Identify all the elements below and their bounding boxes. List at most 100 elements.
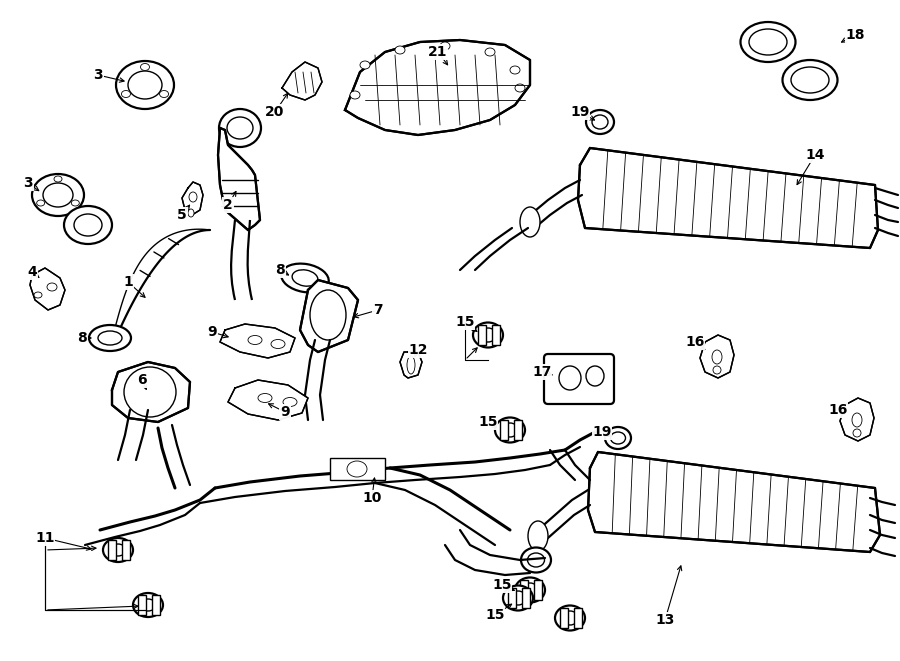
Ellipse shape [395,46,405,54]
Ellipse shape [219,109,261,147]
Ellipse shape [586,366,604,386]
Ellipse shape [520,207,540,237]
Ellipse shape [586,110,614,134]
Ellipse shape [54,176,62,182]
Text: 8: 8 [77,331,87,345]
Ellipse shape [853,429,861,437]
Bar [508,588,516,608]
Bar [500,420,508,440]
Polygon shape [400,352,422,378]
Polygon shape [700,335,734,378]
Bar [560,608,568,628]
Ellipse shape [473,323,503,348]
Ellipse shape [159,91,168,98]
Text: 19: 19 [592,425,612,439]
Ellipse shape [407,356,415,374]
Ellipse shape [741,22,796,62]
Ellipse shape [791,67,829,93]
Ellipse shape [292,270,318,286]
Ellipse shape [509,591,526,605]
Ellipse shape [32,174,84,216]
Ellipse shape [528,521,548,551]
Polygon shape [182,182,203,215]
Text: 16: 16 [685,335,705,349]
Text: 16: 16 [828,403,848,417]
Ellipse shape [116,61,174,109]
Bar [330,458,385,480]
Ellipse shape [713,366,721,374]
Text: 1: 1 [123,275,133,289]
Ellipse shape [124,367,176,417]
Polygon shape [840,398,874,441]
Ellipse shape [227,117,253,139]
Ellipse shape [485,48,495,56]
Text: 11: 11 [35,531,55,545]
Bar [108,540,116,560]
Ellipse shape [122,91,130,98]
Bar [574,608,582,628]
Text: 21: 21 [428,45,448,59]
Ellipse shape [347,461,367,477]
Text: 4: 4 [27,265,37,279]
Ellipse shape [188,209,194,217]
Bar [152,595,160,615]
Polygon shape [300,280,358,352]
Polygon shape [588,452,880,552]
Bar [534,580,542,600]
Text: 8: 8 [275,263,285,277]
Ellipse shape [128,71,162,99]
Ellipse shape [610,432,626,444]
Polygon shape [30,268,65,310]
Polygon shape [282,62,322,100]
Ellipse shape [43,183,73,207]
Ellipse shape [521,547,551,572]
Ellipse shape [133,593,163,617]
Ellipse shape [562,611,579,625]
Polygon shape [220,324,295,358]
Bar [122,540,130,560]
Ellipse shape [515,578,545,602]
Bar [138,595,146,615]
Ellipse shape [503,586,533,611]
Ellipse shape [281,264,328,292]
Ellipse shape [360,61,370,69]
Ellipse shape [47,283,57,291]
Ellipse shape [555,605,585,631]
Ellipse shape [515,84,525,92]
Text: 6: 6 [137,373,147,387]
Text: 12: 12 [409,343,428,357]
Ellipse shape [34,292,42,298]
Ellipse shape [140,599,156,611]
Ellipse shape [89,325,131,351]
FancyBboxPatch shape [544,354,614,404]
Bar [478,325,486,345]
Ellipse shape [559,366,581,390]
Ellipse shape [592,115,608,129]
Ellipse shape [440,42,450,50]
Polygon shape [112,362,190,422]
Ellipse shape [71,200,79,206]
Bar [520,580,528,600]
Polygon shape [218,128,260,230]
Bar [492,325,500,345]
Ellipse shape [98,331,122,345]
Text: 5: 5 [177,208,187,222]
Ellipse shape [248,336,262,344]
Ellipse shape [495,418,525,442]
Ellipse shape [140,63,149,71]
Ellipse shape [74,214,102,236]
Text: 3: 3 [94,68,103,82]
Text: 10: 10 [363,491,382,505]
Ellipse shape [605,427,631,449]
Ellipse shape [64,206,112,244]
Text: 15: 15 [478,415,498,429]
Polygon shape [578,148,878,248]
Ellipse shape [852,413,862,427]
Text: 17: 17 [532,365,552,379]
Ellipse shape [258,393,272,403]
Ellipse shape [782,60,838,100]
Ellipse shape [480,328,497,342]
Text: 13: 13 [655,613,675,627]
Text: 18: 18 [845,28,865,42]
Polygon shape [345,40,530,135]
